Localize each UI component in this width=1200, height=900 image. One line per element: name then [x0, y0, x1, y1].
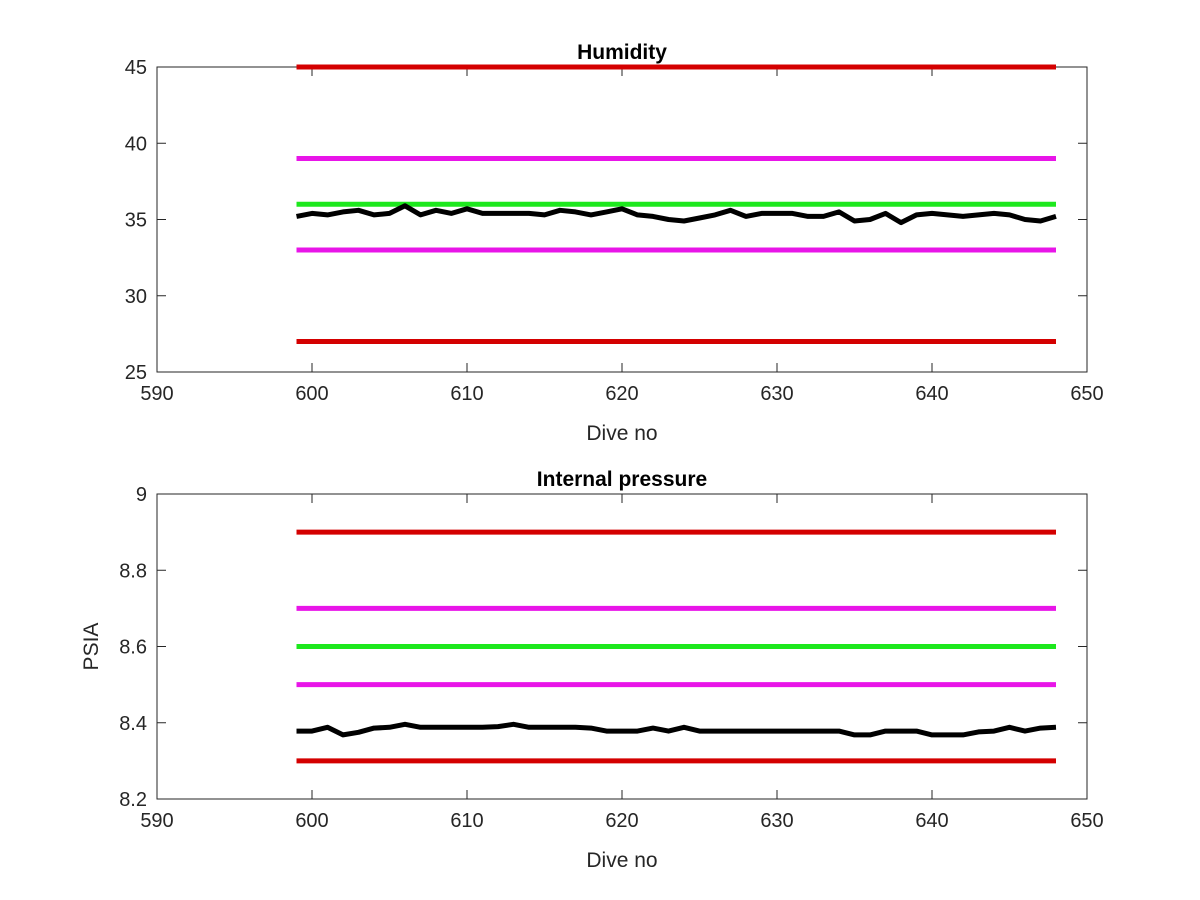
- x-tick-label: 620: [605, 810, 638, 832]
- x-tick-label: 620: [605, 383, 638, 405]
- x-tick-label: 650: [1070, 810, 1103, 832]
- x-tick-label: 640: [915, 383, 948, 405]
- y-tick-label: 45: [125, 57, 147, 79]
- series-line-5: [296, 721, 1057, 738]
- y-tick-label: 8.4: [119, 713, 147, 735]
- y-axis-label: PSIA: [80, 623, 103, 671]
- y-tick-label: 40: [125, 133, 147, 155]
- x-tick-label: 600: [295, 383, 328, 405]
- x-tick-label: 590: [140, 383, 173, 405]
- y-tick-label: 35: [125, 210, 147, 232]
- internal-pressure-chart: 590 600 610 620 630 640 650 8.2 8.4 8.6 8.8 9 Intern…: [80, 468, 1104, 872]
- plot-area: [156, 66, 1088, 373]
- y-tick-label: 8.8: [119, 560, 147, 582]
- y-tick-label: 25: [125, 362, 147, 384]
- chart-title: Internal pressure: [537, 468, 707, 491]
- chart-title: Humidity: [577, 41, 667, 64]
- x-tick-label: 630: [760, 383, 793, 405]
- x-tick-label: 590: [140, 810, 173, 832]
- x-axis-label: Dive no: [586, 849, 657, 872]
- x-tick-label: 600: [295, 810, 328, 832]
- y-tick-label: 9: [136, 484, 147, 506]
- y-tick-label: 8.2: [119, 789, 147, 811]
- x-tick-label: 610: [450, 810, 483, 832]
- y-tick-label: 30: [125, 286, 147, 308]
- x-axis-label: Dive no: [586, 422, 657, 445]
- x-tick-label: 640: [915, 810, 948, 832]
- x-tick-label: 630: [760, 810, 793, 832]
- series-line-5: [296, 203, 1057, 226]
- y-tick-label: 8.6: [119, 637, 147, 659]
- x-tick-label: 610: [450, 383, 483, 405]
- x-tick-label: 650: [1070, 383, 1103, 405]
- humidity-chart: 590 600 610 620 630 640 650 25 30 35 40 45 Humidity D…: [125, 41, 1104, 445]
